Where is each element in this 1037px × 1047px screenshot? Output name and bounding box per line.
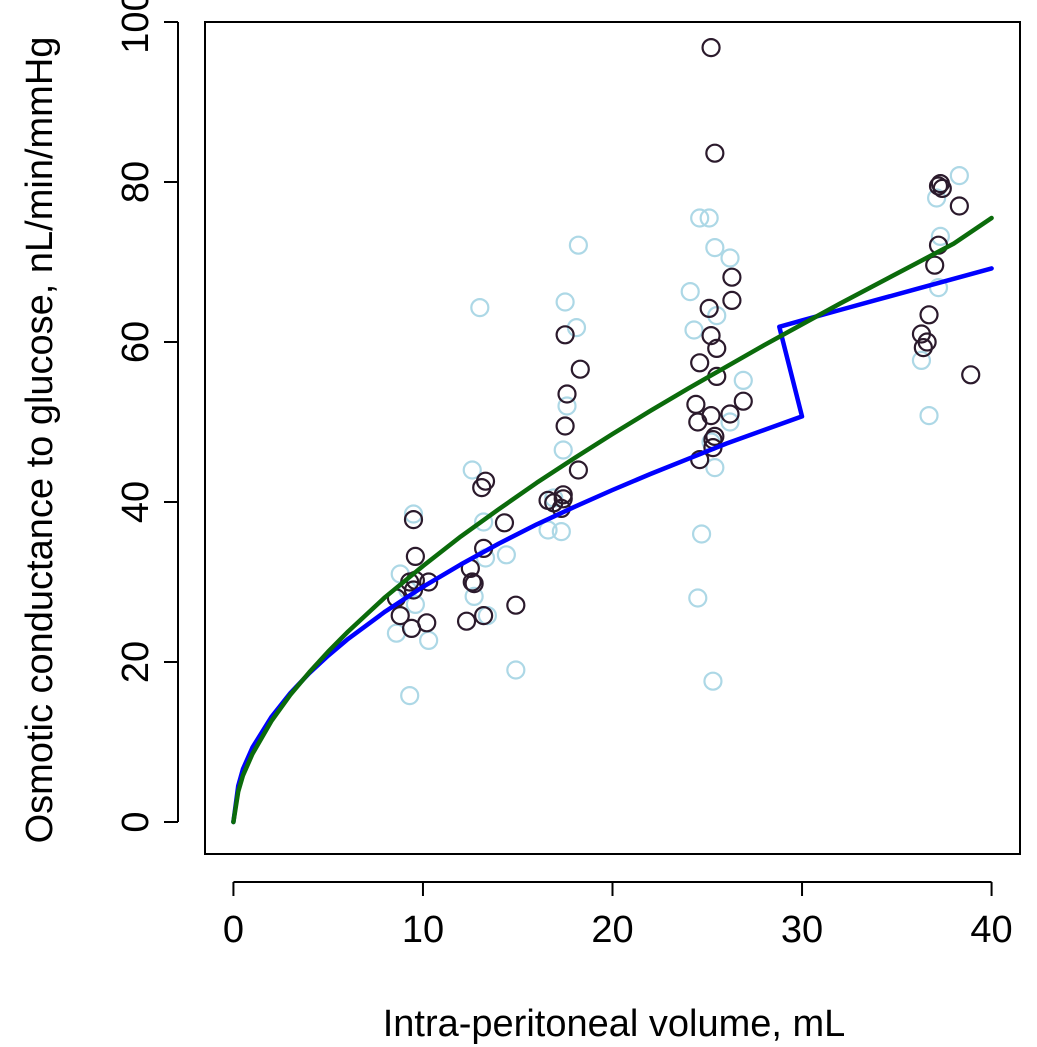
data-point-s0-35 [720,412,740,432]
chart-axes: 0 10 20 30 40 0 20 40 60 80 100 [115,0,1013,951]
data-point-s0-36 [733,370,753,390]
data-point-s0-3 [403,504,424,524]
data-point-s1-36 [701,37,721,58]
data-point-s1-51 [919,305,939,325]
data-point-s1-40 [705,426,725,446]
data-point-s1-15 [475,471,496,491]
data-point-s0-42 [949,166,969,186]
data-point-s1-18 [494,513,515,533]
data-point-s1-32 [690,353,710,373]
fit-line-3 [231,215,994,825]
data-point-s1-29 [570,359,590,379]
y-tick-label-60: 60 [115,321,157,363]
data-point-s0-17 [551,521,571,542]
data-point-s0-20 [555,292,575,312]
data-point-s0-5 [400,685,420,706]
data-point-s0-28 [688,588,708,608]
data-point-s1-10 [456,611,477,631]
data-point-s1-54 [928,176,949,196]
data-point-s1-50 [917,332,937,352]
data-point-s1-25 [555,416,575,436]
data-point-s1-19 [506,595,526,615]
x-tick-label-0: 0 [223,909,244,951]
data-point-s0-18 [553,440,573,460]
data-point-s0-8 [464,586,484,607]
y-tick-label-0: 0 [115,811,157,832]
data-point-s1-49 [913,338,933,358]
data-point-s1-44 [720,404,740,424]
data-point-s0-12 [496,545,516,565]
data-point-s1-47 [733,391,753,411]
data-point-s1-1 [390,605,410,626]
data-point-s0-38 [919,406,939,426]
data-point-s1-24 [553,485,573,505]
data-point-s0-27 [691,524,712,544]
data-point-s1-41 [705,143,725,163]
data-point-s1-57 [949,196,969,216]
data-point-s0-40 [930,226,950,246]
data-point-s0-4 [405,594,425,615]
data-point-s0-23 [680,282,700,302]
x-tick-label-40: 40 [970,909,1012,951]
y-tick-label-80: 80 [115,161,157,203]
data-point-s0-9 [470,298,490,318]
data-point-s0-34 [720,248,740,268]
data-point-s1-13 [464,573,484,594]
data-point-s1-58 [961,365,981,385]
data-point-s0-14 [506,660,526,680]
y-tick-label-100: 100 [115,0,157,54]
y-tick-label-40: 40 [115,481,157,523]
data-point-s0-37 [911,350,932,370]
chart-marks [231,37,994,825]
data-point-s1-28 [568,460,588,480]
data-point-s1-37 [701,406,721,426]
data-point-s1-6 [403,509,424,530]
data-point-s1-35 [701,326,721,346]
data-point-s1-34 [699,298,719,318]
data-point-s1-26 [557,384,577,404]
data-point-s0-24 [684,320,704,340]
data-point-s1-8 [417,613,437,633]
data-point-s0-39 [927,188,947,208]
data-point-s1-7 [405,546,425,567]
data-point-s1-45 [722,290,742,310]
data-point-s1-9 [419,572,439,592]
data-point-s0-22 [568,235,588,255]
x-tick-label-20: 20 [591,909,633,951]
data-point-s1-52 [925,255,945,275]
data-point-s0-30 [705,458,725,478]
x-tick-label-30: 30 [781,909,823,951]
data-point-s1-56 [932,178,952,198]
data-point-s0-19 [557,396,577,416]
data-point-s0-10 [474,512,494,532]
plot-frame [204,21,1021,855]
data-point-s0-29 [703,671,723,691]
data-point-s1-43 [707,338,727,358]
data-point-s1-17 [474,605,494,626]
data-point-s0-7 [462,460,482,480]
x-axis-title: Intra-peritoneal volume, mL [383,1003,846,1045]
x-tick-label-10: 10 [402,909,444,951]
y-tick-label-20: 20 [115,641,157,683]
data-point-s0-26 [699,208,719,228]
y-axis-title: Osmotic conductance to glucose, nL/min/m… [19,37,61,844]
data-point-s1-46 [722,267,742,287]
data-point-s0-25 [690,208,710,228]
data-point-s0-32 [705,238,725,258]
data-point-s1-12 [462,572,482,592]
data-point-s1-27 [555,325,575,345]
